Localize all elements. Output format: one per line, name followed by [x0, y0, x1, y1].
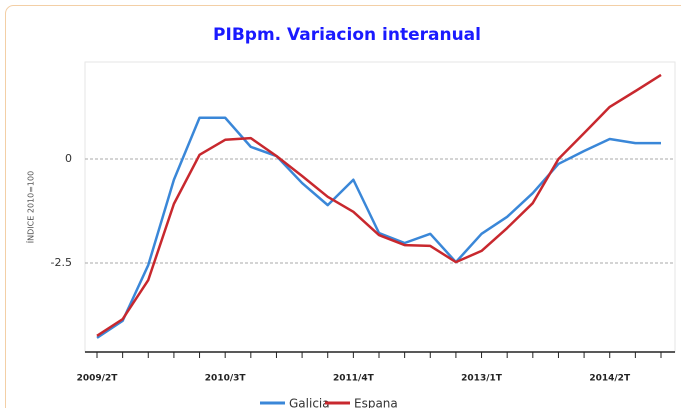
series-line	[96, 116, 661, 339]
legend-label: Espana	[354, 397, 398, 408]
x-tick-label: 2011/4T	[333, 374, 375, 384]
series-line	[96, 73, 662, 337]
x-tick-label: 2010/3T	[205, 374, 247, 384]
x-tick-label: 2014/2T	[589, 374, 631, 384]
y-tick-label: 0	[65, 152, 72, 165]
legend-label: Galicia	[289, 397, 330, 408]
y-axis-label: ÍNDICE 2010=100	[25, 171, 36, 243]
x-tick-label: 2013/1T	[461, 374, 503, 384]
x-tick-label: 2009/2T	[77, 374, 119, 384]
y-tick-label: -2.5	[51, 256, 72, 269]
chart-title: PIBpm. Variacion interanual	[213, 25, 481, 45]
